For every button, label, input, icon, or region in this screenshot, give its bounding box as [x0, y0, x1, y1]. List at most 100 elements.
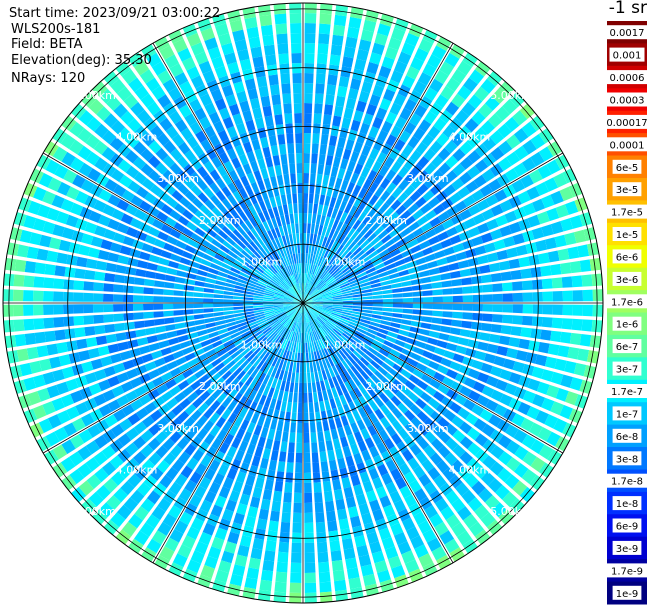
range-gate-cell: [257, 280, 268, 287]
range-gate-cell: [312, 306, 322, 311]
range-gate-cell: [275, 471, 285, 482]
range-gate-cell: [151, 350, 163, 360]
range-gate-cell: [392, 363, 404, 373]
range-gate-cell: [284, 214, 290, 225]
range-gate-cell: [362, 303, 373, 307]
range-gate-cell: [365, 267, 376, 275]
range-gate-cell: [452, 287, 463, 295]
range-gate-cell: [44, 330, 56, 343]
range-gate-cell: [436, 36, 452, 51]
colorbar-tick-label: 1e-8: [616, 499, 639, 510]
range-gate-cell: [350, 365, 360, 376]
range-gate-cell: [521, 469, 537, 485]
range-gate-cell: [428, 397, 440, 410]
range-gate-cell: [173, 283, 185, 290]
range-gate-cell: [298, 322, 301, 333]
range-gate-cell: [321, 348, 328, 359]
range-gate-cell: [221, 508, 234, 522]
range-gate-cell: [350, 422, 360, 434]
range-gate-cell: [265, 156, 274, 168]
range-gate-cell: [214, 527, 228, 541]
range-gate-cell: [314, 103, 323, 114]
range-gate-cell: [407, 266, 419, 274]
range-gate-cell: [434, 521, 449, 536]
range-gate-cell: [439, 61, 455, 76]
range-gate-cell: [369, 321, 381, 328]
range-gate-cell: [127, 339, 139, 349]
range-gate-cell: [290, 286, 298, 296]
range-gate-cell: [284, 113, 293, 124]
range-gate-cell: [308, 311, 315, 320]
range-gate-cell: [77, 445, 92, 461]
range-gate-cell: [243, 246, 254, 256]
range-gate-cell: [368, 182, 379, 194]
range-gate-cell: [269, 510, 280, 522]
range-gate-cell: [186, 457, 199, 471]
range-gate-cell: [592, 304, 603, 317]
range-gate-cell: [445, 423, 458, 436]
range-gate-cell: [169, 367, 182, 378]
range-gate-cell: [233, 178, 244, 190]
range-gate-cell: [472, 381, 486, 393]
range-gate-cell: [139, 373, 152, 384]
range-gate-cell: [372, 303, 383, 307]
range-gate-cell: [277, 313, 287, 320]
range-ring-label: 3.00km: [407, 422, 449, 435]
range-gate-cell: [113, 409, 127, 422]
range-gate-cell: [279, 283, 289, 291]
range-gate-cell: [375, 107, 388, 120]
range-gate-cell: [365, 331, 376, 339]
range-gate-cell: [343, 345, 353, 355]
range-gate-cell: [281, 83, 291, 94]
range-gate-cell: [324, 399, 331, 411]
range-gate-cell: [227, 194, 237, 206]
range-gate-cell: [391, 174, 403, 186]
range-gate-cell: [473, 127, 488, 142]
range-gate-cell: [463, 77, 478, 93]
range-gate-cell: [349, 259, 360, 268]
range-gate-cell: [293, 301, 303, 303]
range-gate-cell: [377, 129, 389, 143]
range-gate-cell: [583, 365, 597, 379]
range-gate-cell: [179, 257, 191, 266]
range-gate-cell: [204, 395, 216, 407]
range-gate-cell: [538, 146, 554, 162]
range-gate-cell: [148, 254, 161, 264]
range-gate-cell: [85, 151, 100, 166]
range-gate-cell: [358, 554, 372, 567]
range-gate-cell: [338, 336, 348, 346]
range-gate-cell: [402, 197, 414, 209]
range-gate-cell: [312, 306, 322, 311]
range-gate-cell: [244, 410, 254, 422]
range-gate-cell: [592, 289, 603, 302]
range-gate-cell: [386, 412, 397, 424]
range-gate-cell: [250, 227, 259, 238]
range-gate-cell: [443, 350, 455, 360]
range-gate-cell: [283, 329, 290, 339]
range-gate-cell: [452, 311, 463, 319]
range-gate-cell: [434, 70, 449, 85]
range-gate-cell: [451, 459, 465, 473]
range-gate-cell: [404, 559, 420, 574]
range-gate-cell: [43, 304, 54, 315]
range-gate-cell: [404, 121, 417, 135]
range-gate-cell: [296, 273, 300, 284]
range-gate-cell: [135, 268, 147, 277]
range-gate-cell: [311, 307, 322, 312]
range-gate-cell: [292, 274, 297, 285]
range-gate-cell: [127, 257, 139, 267]
range-gate-cell: [280, 338, 287, 349]
range-gate-cell: [345, 253, 355, 263]
range-gate-cell: [529, 422, 543, 437]
range-gate-cell: [291, 552, 302, 563]
range-gate-cell: [265, 312, 275, 318]
range-gate-cell: [303, 303, 310, 311]
range-gate-cell: [335, 448, 344, 460]
range-gate-cell: [490, 228, 503, 240]
range-gate-cell: [338, 518, 350, 530]
range-gate-cell: [434, 498, 449, 512]
range-gate-cell: [101, 461, 117, 476]
range-gate-cell: [322, 293, 332, 298]
range-gate-cell: [281, 431, 289, 443]
range-gate-cell: [116, 86, 132, 102]
